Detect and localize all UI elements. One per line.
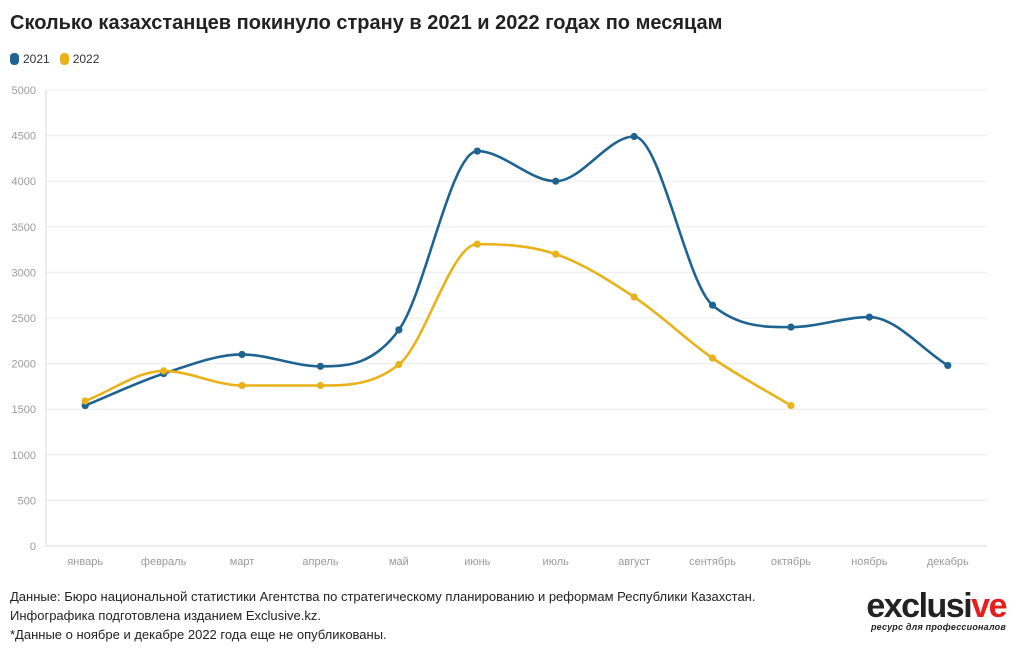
x-tick-label: январь	[67, 556, 103, 568]
x-tick-label: июль	[543, 556, 570, 568]
x-tick-label: июнь	[464, 556, 490, 568]
footer-notes: Данные: Бюро национальной статистики Аге…	[10, 587, 755, 644]
y-tick-label: 1000	[12, 450, 36, 462]
data-point-2022[interactable]	[81, 397, 89, 405]
x-tick-label: август	[618, 556, 650, 568]
source-note: Данные: Бюро национальной статистики Аге…	[10, 589, 756, 604]
data-point-2021[interactable]	[238, 350, 246, 359]
legend: 2021 2022	[10, 52, 99, 66]
grid-lines	[45, 89, 987, 547]
data-point-2022[interactable]	[238, 381, 246, 390]
data-point-2022[interactable]	[787, 401, 795, 410]
x-axis-ticks: январь февраль март апрель май июнь июль август…	[67, 556, 969, 568]
y-tick-label: 5000	[12, 85, 36, 97]
x-tick-label: ноябрь	[851, 556, 888, 568]
data-point-2021[interactable]	[708, 301, 717, 309]
y-tick-label: 3000	[12, 267, 36, 279]
x-tick-label: май	[389, 556, 409, 568]
data-point-2021[interactable]	[787, 323, 795, 331]
legend-item-2022[interactable]: 2022	[59, 52, 100, 66]
data-point-2021[interactable]	[473, 147, 481, 155]
data-point-2021[interactable]	[944, 361, 952, 370]
data-point-2022[interactable]	[160, 367, 168, 375]
legend-swatch-2022	[59, 53, 69, 65]
data-point-2022[interactable]	[708, 354, 717, 362]
x-tick-label: сентябрь	[689, 556, 736, 568]
credit-note: Инфографика подготовлена изданием Exclus…	[10, 608, 321, 623]
x-tick-label: апрель	[302, 556, 338, 568]
logo-wordmark: exclusive	[866, 587, 1007, 625]
y-tick-label: 3500	[12, 222, 36, 234]
y-tick-label: 4500	[12, 131, 36, 143]
data-point-2021[interactable]	[630, 132, 638, 141]
data-point-2022[interactable]	[316, 381, 325, 390]
x-tick-label: декабрь	[927, 556, 969, 568]
x-tick-label: февраль	[141, 556, 187, 568]
legend-item-2021[interactable]: 2021	[10, 52, 50, 66]
y-axis-ticks: 0 500 1000 1500 2000 2500 3000 3500 4000 4500 5000	[12, 85, 36, 553]
y-tick-label: 4000	[12, 176, 36, 188]
data-note: *Данные о ноябре и декабре 2022 года еще…	[10, 627, 387, 642]
data-point-2022[interactable]	[473, 240, 481, 248]
data-point-2022[interactable]	[395, 360, 403, 369]
chart-title: Сколько казахстанцев покинуло страну в 2…	[10, 12, 723, 34]
series-lines	[83, 135, 950, 407]
legend-label-2021: 2021	[23, 52, 50, 66]
y-tick-label: 2000	[12, 359, 36, 371]
series-line-2022	[83, 242, 793, 407]
data-point-2021[interactable]	[865, 313, 873, 321]
x-tick-label: март	[230, 556, 255, 568]
y-tick-label: 500	[18, 495, 36, 507]
data-point-2021[interactable]	[552, 177, 560, 185]
series-line-2021	[83, 135, 950, 407]
series-points	[81, 132, 952, 410]
exclusive-logo: exclusive ресурс для профессионалов	[866, 587, 1007, 632]
data-point-2021[interactable]	[316, 362, 325, 370]
data-point-2022[interactable]	[552, 250, 560, 258]
logo-tagline: ресурс для профессионалов	[870, 622, 1006, 632]
legend-swatch-2021	[10, 53, 19, 65]
line-chart: 0 500 1000 1500 2000 2500 3000 3500 4000 4500 5000…	[12, 85, 987, 568]
data-point-2021[interactable]	[395, 326, 403, 334]
x-tick-label: октябрь	[771, 556, 811, 568]
legend-label-2022: 2022	[72, 52, 100, 66]
data-point-2022[interactable]	[630, 293, 638, 301]
y-tick-label: 1500	[12, 404, 36, 416]
y-tick-label: 2500	[12, 313, 36, 325]
y-tick-label: 0	[30, 541, 36, 553]
